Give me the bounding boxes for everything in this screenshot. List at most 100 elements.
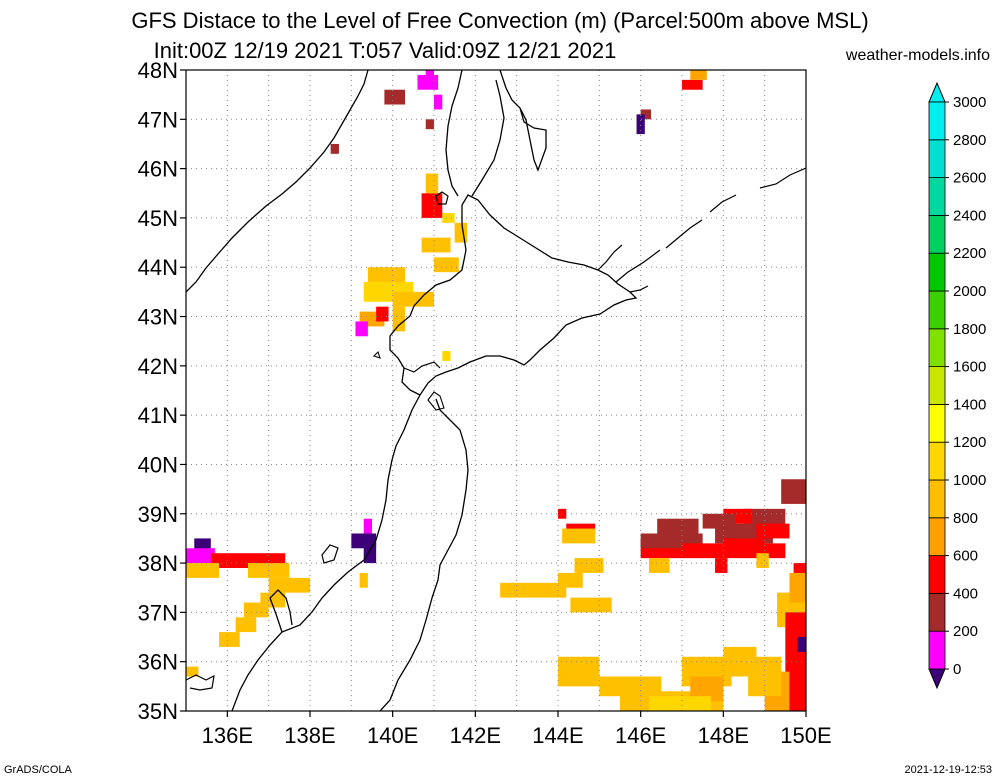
- colorbar-tick-label: 2200: [953, 245, 986, 262]
- colorbar-tick-label: 600: [953, 548, 978, 565]
- colorbar-swatch: [928, 139, 946, 179]
- lfc-cell: [425, 70, 434, 80]
- colorbar-tick-label: 1800: [953, 321, 986, 338]
- lat-tick-label: 43N: [138, 305, 178, 330]
- colorbar-swatch: [928, 177, 946, 216]
- lfc-cell: [235, 617, 257, 633]
- lfc-cell: [648, 558, 670, 573]
- lfc-cell: [682, 79, 703, 90]
- lfc-cell: [434, 94, 443, 110]
- colorbar-swatch: [928, 441, 946, 481]
- lat-tick-label: 36N: [138, 650, 178, 675]
- lon-tick-label: 150E: [780, 723, 831, 748]
- lfc-cell: [570, 597, 612, 613]
- lfc-cell: [789, 572, 806, 603]
- colorbar-lower-arrow: [928, 668, 946, 690]
- colorbar-swatch: [928, 517, 946, 556]
- lfc-cell: [657, 518, 699, 534]
- lat-tick-label: 35N: [138, 699, 178, 724]
- lfc-cell: [376, 306, 389, 322]
- colorbar-tick-label: 2800: [953, 132, 986, 149]
- lfc-cell: [640, 109, 651, 120]
- lfc-cell: [363, 518, 372, 534]
- colorbar-tick-label: 800: [953, 510, 978, 527]
- lfc-cell: [574, 558, 604, 573]
- lat-tick-label: 37N: [138, 600, 178, 625]
- lfc-cell: [797, 637, 806, 652]
- lfc-cell: [186, 563, 220, 578]
- colorbar-swatch: [928, 555, 946, 594]
- coastline: [186, 70, 806, 711]
- lfc-cell: [454, 222, 468, 243]
- latitude-labels: 35N 36N 37N 38N 39N 40N 41N 42N 43N 44N 45N 46N 47N 4…: [138, 58, 178, 724]
- lon-tick-label: 142E: [450, 723, 501, 748]
- lat-tick-label: 41N: [138, 403, 178, 428]
- lfc-cell: [599, 676, 662, 697]
- colorbar-swatch: [928, 479, 946, 519]
- colorbar-swatch: [928, 366, 946, 405]
- colorbar-tick-label: 1600: [953, 359, 986, 376]
- lfc-cell: [558, 656, 600, 687]
- lfc-cell: [268, 577, 310, 593]
- colorbar: 0 200 400 600 800 1000 1200 1400 1600 1800 2000 220…: [928, 81, 986, 690]
- software-credit: GrADS/COLA: [4, 764, 72, 776]
- colorbar-tick-label: 0: [953, 661, 961, 678]
- lfc-cell: [702, 513, 736, 529]
- lfc-cell: [425, 119, 434, 130]
- render-timestamp: 2021-12-19-12:53: [904, 764, 992, 776]
- lfc-cell: [421, 193, 443, 218]
- colorbar-swatch: [928, 214, 946, 254]
- colorbar-swatch: [928, 403, 946, 443]
- lfc-cell: [186, 666, 199, 677]
- lon-tick-label: 136E: [202, 723, 253, 748]
- chart-title: GFS Distace to the Level of Free Convect…: [131, 8, 869, 33]
- lat-tick-label: 38N: [138, 551, 178, 576]
- colorbar-tick-label: 1400: [953, 396, 986, 413]
- colorbar-tick-label: 2400: [953, 207, 986, 224]
- chart-subtitle: Init:00Z 12/19 2021 T:057 Valid:09Z 12/2…: [153, 38, 617, 63]
- lfc-cell: [636, 114, 645, 135]
- lon-tick-label: 144E: [532, 723, 583, 748]
- colorbar-swatch: [928, 290, 946, 330]
- lfc-cell: [442, 212, 455, 223]
- lat-tick-label: 45N: [138, 206, 178, 231]
- colorbar-swatch: [928, 101, 946, 141]
- lat-tick-label: 40N: [138, 452, 178, 477]
- lfc-cell: [359, 572, 368, 588]
- lfc-cell: [756, 553, 769, 569]
- lon-tick-label: 148E: [698, 723, 749, 748]
- colorbar-swatch: [928, 328, 946, 367]
- lon-tick-label: 138E: [284, 723, 335, 748]
- colorbar-tick-label: 400: [953, 585, 978, 602]
- lfc-cell: [723, 538, 765, 549]
- lfc-cell: [715, 558, 728, 573]
- site-credit: weather-models.info: [845, 47, 990, 64]
- lfc-cell: [219, 632, 240, 647]
- lfc-cell: [421, 237, 451, 253]
- longitude-labels: 136E 138E 140E 142E 144E 146E 148E 150E: [202, 723, 832, 748]
- lat-tick-label: 39N: [138, 502, 178, 527]
- lfc-cell: [392, 316, 406, 332]
- lfc-cell: [558, 508, 567, 519]
- colorbar-tick-label: 2600: [953, 170, 986, 187]
- lon-tick-label: 146E: [615, 723, 666, 748]
- lfc-cell: [425, 173, 439, 194]
- map-frame: [185, 69, 807, 712]
- lfc-cell: [756, 523, 790, 539]
- lfc-cell: [243, 602, 269, 618]
- colorbar-tick-label: 1000: [953, 472, 986, 489]
- colorbar-tick-label: 3000: [953, 94, 986, 111]
- lfc-cell: [434, 257, 459, 273]
- lfc-field: [186, 70, 806, 711]
- lfc-cell: [648, 696, 711, 711]
- lat-tick-label: 42N: [138, 354, 178, 379]
- lfc-cell: [186, 548, 215, 564]
- lfc-cell: [744, 508, 786, 529]
- lfc-cell: [690, 70, 707, 80]
- lfc-cell: [355, 321, 368, 337]
- lon-tick-label: 140E: [367, 723, 418, 748]
- lat-tick-label: 47N: [138, 107, 178, 132]
- lfc-cell: [384, 89, 406, 105]
- lat-tick-label: 44N: [138, 255, 178, 280]
